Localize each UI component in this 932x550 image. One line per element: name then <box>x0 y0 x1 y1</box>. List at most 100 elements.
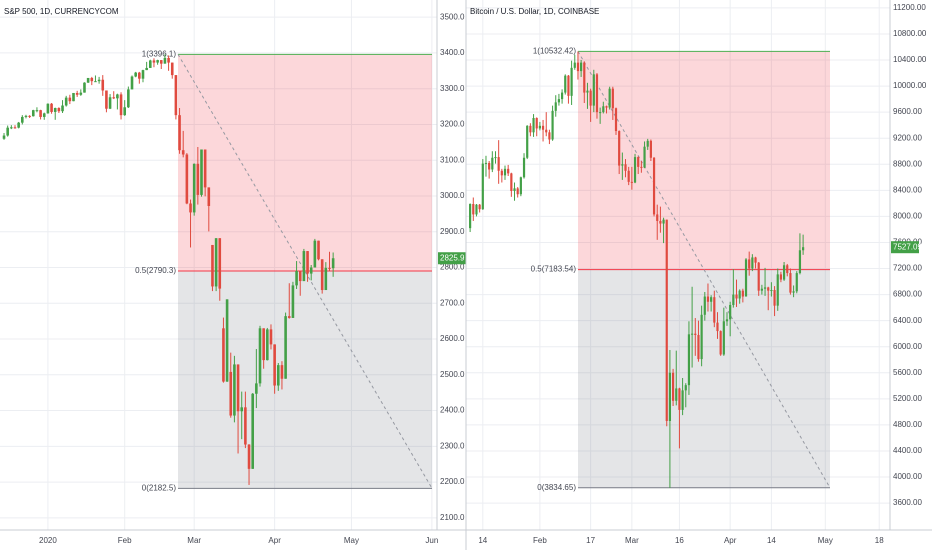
fib-label: 0(2182.5) <box>142 483 177 492</box>
candle-body <box>152 60 156 63</box>
candle-body <box>735 294 738 299</box>
candle-body <box>665 219 668 421</box>
candle-body <box>526 125 529 158</box>
candle-body <box>725 319 729 322</box>
candle-body <box>614 108 618 132</box>
candle-body <box>633 157 637 183</box>
candle-body <box>507 168 510 174</box>
candle-body <box>145 67 148 71</box>
candle-body <box>786 265 789 274</box>
y-tick-label: 3300.0 <box>440 84 465 93</box>
y-tick-label: 2800.0 <box>440 263 465 272</box>
candle-body <box>200 149 203 195</box>
y-tick-label: 8000.00 <box>893 212 922 221</box>
candle-body <box>108 97 112 109</box>
x-tick-label: Apr <box>268 536 281 545</box>
candle-body <box>510 173 513 191</box>
candle-body <box>529 125 532 133</box>
candle-body <box>732 294 735 306</box>
candle-body <box>6 127 9 136</box>
y-tick-label: 3600.00 <box>893 498 922 507</box>
candle-body <box>776 274 779 306</box>
y-tick-label: 3500.0 <box>440 12 465 21</box>
candle-body <box>24 115 28 117</box>
x-tick-label: Apr <box>724 536 737 545</box>
fib-label: 0.5(2790.3) <box>135 266 176 275</box>
y-tick-label: 7200.00 <box>893 264 922 273</box>
candle-body <box>611 88 614 109</box>
candle-body <box>551 110 554 140</box>
candle-body <box>174 75 178 116</box>
candle-body <box>608 88 611 108</box>
candle-body <box>306 251 309 274</box>
candle-body <box>751 257 754 269</box>
candle-body <box>656 214 659 221</box>
candle-body <box>61 105 64 112</box>
y-tick-label: 2300.0 <box>440 441 465 450</box>
candle-body <box>684 385 687 391</box>
y-tick-label: 5600.00 <box>893 368 922 377</box>
candle-body <box>491 157 494 170</box>
y-tick-label: 6000.00 <box>893 342 922 351</box>
x-tick-label: Mar <box>625 536 639 545</box>
candle-body <box>627 170 630 182</box>
candle-body <box>760 288 763 291</box>
candle-body <box>637 157 640 167</box>
candle-body <box>72 92 75 102</box>
fib-label: 1(10532.42) <box>533 46 576 55</box>
candle-body <box>255 383 258 394</box>
candle-body <box>90 77 94 82</box>
candle-body <box>789 273 792 293</box>
candle-body <box>697 334 700 360</box>
candle-body <box>313 240 317 268</box>
candle-body <box>309 267 313 274</box>
candle-body <box>156 60 159 63</box>
candle-body <box>744 259 748 297</box>
candle-body <box>621 164 624 166</box>
last-price-tag <box>438 252 466 265</box>
candle-body <box>222 328 225 382</box>
candle-body <box>130 76 134 90</box>
candle-body <box>671 372 675 401</box>
candle-body <box>189 203 192 213</box>
y-tick-label: 2500.0 <box>440 370 465 379</box>
y-tick-label: 11200.00 <box>893 3 926 12</box>
candle-body <box>207 187 211 206</box>
candle-body <box>640 166 643 168</box>
last-price-label: 7527.09 <box>893 242 922 251</box>
candle-body <box>218 238 222 289</box>
candle-body <box>324 267 328 291</box>
y-tick-label: 4800.00 <box>893 420 922 429</box>
y-tick-label: 3200.0 <box>440 120 465 129</box>
candle-body <box>262 328 265 361</box>
candle-body <box>119 94 123 116</box>
candle-body <box>57 108 61 112</box>
candle-body <box>678 388 681 410</box>
candle-body <box>39 110 42 117</box>
candle-body <box>538 125 541 129</box>
fib-zone <box>178 54 432 271</box>
y-tick-label: 2100.0 <box>440 513 465 522</box>
y-tick-label: 4000.00 <box>893 472 922 481</box>
candle-body <box>167 57 170 63</box>
last-price-tag <box>891 241 919 254</box>
candle-body <box>35 110 39 112</box>
candle-body <box>630 181 633 183</box>
y-tick-label: 3000.0 <box>440 191 465 200</box>
candle-body <box>592 74 595 106</box>
x-tick-label: Jun <box>425 536 438 545</box>
y-tick-label: 3400.0 <box>440 48 465 57</box>
candle-body <box>170 62 174 76</box>
candle-body <box>589 90 592 106</box>
candle-body <box>488 162 491 170</box>
y-tick-label: 10400.00 <box>893 55 927 64</box>
candle-body <box>770 290 773 292</box>
candle-body <box>291 285 295 318</box>
x-tick-label: Mar <box>187 536 201 545</box>
candle-body <box>185 154 189 204</box>
candle-body <box>643 146 646 168</box>
candle-body <box>280 365 284 379</box>
candle-body <box>475 204 478 215</box>
candle-body <box>583 62 586 93</box>
candle-body <box>773 290 776 306</box>
